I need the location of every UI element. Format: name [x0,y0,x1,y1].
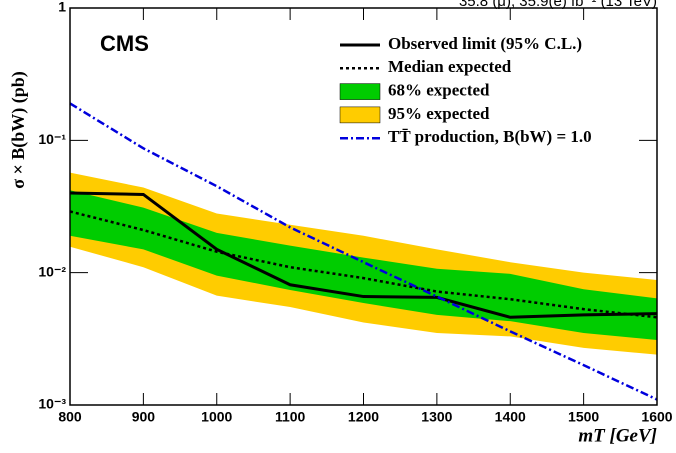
y-tick-label: 10⁻³ [38,396,66,412]
x-tick-label: 900 [132,409,156,425]
legend-label: 95% expected [388,104,490,123]
experiment-label: CMS [100,31,149,56]
x-tick-label: 1600 [641,409,672,425]
y-tick-label: 10⁻² [38,263,66,279]
x-axis-title: mT [GeV] [578,425,657,446]
x-tick-label: 800 [58,409,82,425]
y-tick-label: 10⁻¹ [38,131,66,147]
x-tick-label: 1500 [568,409,599,425]
x-tick-label: 1100 [275,409,306,425]
x-tick-label: 1400 [495,409,526,425]
x-tick-label: 1200 [348,409,379,425]
legend-label: 68% expected [388,81,490,100]
band [70,190,657,340]
line [69,210,658,319]
x-tick-label: 1300 [421,409,452,425]
header: 35.8 (μ), 35.9(e) fb⁻¹ (13 TeV) [459,0,657,10]
y-axis-title: σ × B(bW) (pb) [8,71,29,189]
legend-label: Median expected [388,57,512,76]
legend-swatch [339,106,381,124]
x-tick-label: 1000 [201,409,232,425]
legend-swatch [339,83,381,100]
y-tick-label: 1 [58,0,66,15]
line [69,102,658,401]
line [69,191,658,319]
legend-label: Observed limit (95% C.L.) [388,34,582,53]
legend-label: TT̄ production, B(bW) = 1.0 [388,127,592,146]
